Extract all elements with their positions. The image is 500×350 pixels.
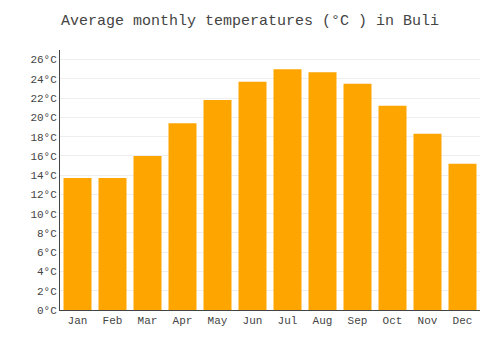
svg-text:Jan: Jan	[68, 315, 88, 327]
svg-text:26°C: 26°C	[30, 54, 57, 66]
svg-text:Nov: Nov	[418, 315, 438, 327]
svg-text:20°C: 20°C	[30, 112, 57, 124]
svg-text:May: May	[208, 315, 228, 327]
svg-text:4°C: 4°C	[37, 266, 57, 278]
svg-text:Apr: Apr	[173, 315, 193, 327]
svg-text:Jun: Jun	[243, 315, 263, 327]
svg-text:Aug: Aug	[313, 315, 333, 327]
svg-text:Mar: Mar	[138, 315, 158, 327]
svg-text:2°C: 2°C	[37, 286, 57, 298]
svg-text:Feb: Feb	[103, 315, 123, 327]
svg-text:18°C: 18°C	[30, 132, 57, 144]
svg-text:Oct: Oct	[383, 315, 403, 327]
svg-text:8°C: 8°C	[37, 228, 57, 240]
svg-text:16°C: 16°C	[30, 151, 57, 163]
svg-text:10°C: 10°C	[30, 209, 57, 221]
svg-text:Dec: Dec	[453, 315, 473, 327]
svg-text:Jul: Jul	[278, 315, 298, 327]
svg-text:12°C: 12°C	[30, 189, 57, 201]
svg-text:24°C: 24°C	[30, 74, 57, 86]
svg-text:0°C: 0°C	[37, 305, 57, 317]
svg-text:Sep: Sep	[348, 315, 368, 327]
svg-text:Average monthly temperatures (: Average monthly temperatures (°C ) in Bu…	[61, 13, 439, 30]
svg-text:14°C: 14°C	[30, 170, 57, 182]
svg-text:6°C: 6°C	[37, 247, 57, 259]
svg-text:22°C: 22°C	[30, 93, 57, 105]
